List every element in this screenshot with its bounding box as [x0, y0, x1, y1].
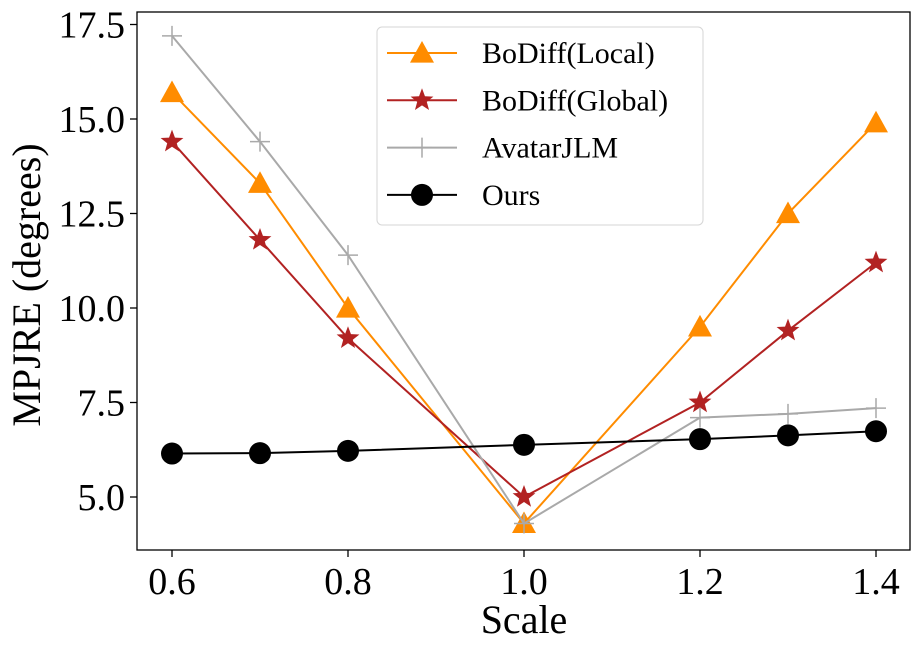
data-point-circle [161, 442, 183, 465]
x-tick-label: 0.6 [148, 561, 196, 603]
x-axis: 0.6 0.8 1.0 1.2 1.4 [148, 550, 900, 603]
data-point-triangle [248, 171, 272, 193]
data-point-triangle [776, 201, 800, 224]
legend-item: Ours [387, 179, 540, 212]
legend-label: BoDiff(Local) [482, 37, 655, 70]
series-avatarjlm [162, 25, 886, 534]
data-point-circle [777, 424, 799, 447]
y-tick-label: 17.5 [59, 5, 126, 47]
y-tick-label: 12.5 [59, 194, 126, 236]
data-point-plus [778, 403, 798, 424]
data-point-star [160, 129, 184, 152]
data-point-star [688, 390, 712, 413]
legend-label: AvatarJLM [482, 132, 618, 165]
data-point-star [864, 250, 888, 273]
x-tick-label: 1.0 [500, 561, 548, 603]
y-axis: 5.0 7.5 10.0 12.5 15.0 17.5 [59, 5, 137, 519]
data-point-star [512, 485, 536, 507]
legend-marker-triangle [410, 41, 434, 63]
legend-marker-plus [412, 137, 432, 158]
data-point-star [776, 318, 800, 341]
data-point-triangle [160, 80, 184, 103]
data-point-star [248, 227, 272, 250]
legend-box [376, 26, 704, 226]
y-tick-label: 15.0 [59, 99, 126, 141]
data-point-plus [162, 25, 182, 46]
legend-marker-circle [411, 183, 433, 206]
data-point-triangle [864, 110, 888, 133]
legend-label: Ours [482, 179, 540, 212]
data-point-circle [249, 442, 271, 465]
legend-item: BoDiff(Local) [387, 37, 655, 70]
plot-area [160, 25, 888, 534]
x-tick-label: 1.4 [852, 561, 900, 603]
x-axis-label: Scale [481, 597, 568, 642]
x-tick-label: 1.2 [676, 561, 724, 603]
series-bodiff-global [160, 129, 888, 507]
data-point-star [336, 326, 360, 348]
data-point-triangle [688, 314, 712, 337]
legend: BoDiff(Local) BoDiff(Global) AvatarJLM Ours [376, 26, 704, 226]
legend-marker-star [410, 88, 434, 111]
legend-item: AvatarJLM [387, 132, 618, 165]
legend-item: BoDiff(Global) [387, 84, 668, 117]
y-axis-label: MPJRE (degrees) [4, 143, 49, 426]
data-point-plus [338, 245, 358, 266]
data-point-circle [337, 439, 359, 462]
data-point-plus [514, 513, 534, 534]
data-point-plus [250, 131, 270, 152]
data-point-circle [513, 433, 535, 456]
y-tick-label: 5.0 [78, 477, 126, 519]
data-point-triangle [336, 296, 360, 318]
data-point-circle [865, 420, 887, 443]
data-point-plus [690, 407, 710, 428]
data-point-circle [689, 428, 711, 451]
data-point-plus [866, 398, 886, 419]
series-ours [161, 420, 887, 465]
y-tick-label: 10.0 [59, 288, 126, 330]
y-tick-label: 7.5 [78, 383, 126, 425]
legend-label: BoDiff(Global) [482, 84, 668, 117]
x-tick-label: 0.8 [324, 561, 372, 603]
